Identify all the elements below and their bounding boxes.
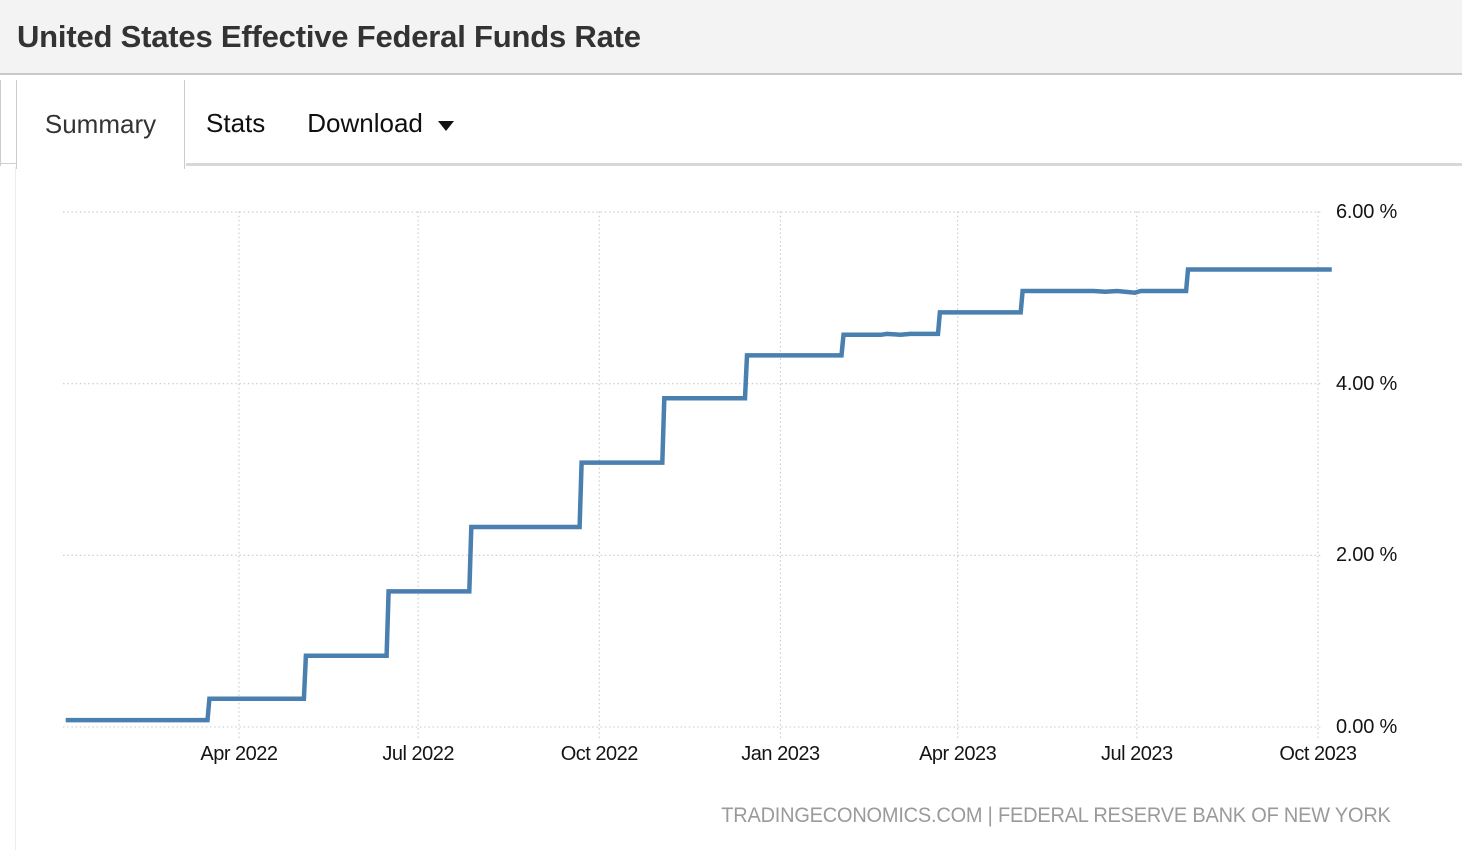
tab-summary-label: Summary [44, 109, 157, 139]
x-axis-tick-label: Apr 2022 [200, 743, 278, 765]
x-axis-tick-label: Apr 2023 [919, 743, 997, 765]
y-axis-tick-label: 0.00 % [1336, 716, 1398, 738]
y-axis-tick-label: 2.00 % [1336, 544, 1398, 567]
y-axis-tick-label: 6.00 % [1336, 201, 1398, 224]
page-title: United States Effective Federal Funds Ra… [17, 18, 641, 54]
x-axis-tick-label: Oct 2023 [1279, 743, 1357, 765]
page-header: United States Effective Federal Funds Ra… [0, 0, 1462, 75]
tab-stats[interactable]: Stats [185, 80, 286, 166]
chart-attribution: TRADINGECONOMICS.COM | FEDERAL RESERVE B… [721, 804, 1392, 827]
step-line-chart [63, 211, 1332, 740]
tab-summary[interactable]: Summary [16, 80, 185, 169]
tab-bar: Summary Stats Download [0, 80, 1462, 169]
panel-left-border [15, 167, 16, 850]
tab-bar-border-left-segment [1, 163, 16, 164]
chevron-down-icon [437, 121, 454, 131]
x-axis-tick-label: Jan 2023 [741, 743, 820, 765]
tab-stats-label: Stats [206, 107, 266, 138]
x-axis-tick-label: Oct 2022 [560, 743, 639, 765]
series-line-effective-federal-funds-rate [65, 267, 1332, 723]
tab-bar-border-right-segment [186, 163, 1462, 166]
x-axis-tick-label: Jul 2022 [382, 743, 454, 765]
x-axis-tick-label: Jul 2023 [1101, 743, 1173, 765]
download-menu-label: Download [307, 107, 423, 138]
download-menu-button[interactable]: Download [286, 80, 475, 166]
y-axis-tick-label: 4.00 % [1336, 372, 1398, 395]
chart-area: 6.00 % 4.00 % 2.00 % 0.00 % Apr 2022 Jul 202… [0, 167, 1462, 850]
